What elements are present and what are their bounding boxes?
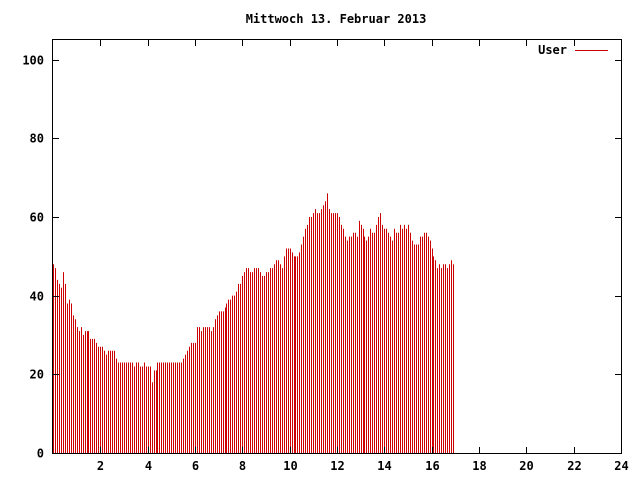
x-tick-label: 12 (330, 459, 344, 473)
y-tick-label: 100 (22, 54, 44, 68)
chart-title: Mittwoch 13. Februar 2013 (246, 12, 427, 26)
legend-label-user: User (538, 43, 567, 57)
x-tick-label: 16 (425, 459, 439, 473)
x-tick-label: 10 (283, 459, 297, 473)
plot-frame (52, 39, 622, 454)
x-tick-label: 18 (472, 459, 486, 473)
x-tick-label: 22 (567, 459, 581, 473)
y-tick-label: 60 (30, 211, 44, 225)
legend: User (538, 43, 608, 57)
x-tick-label: 4 (145, 459, 152, 473)
x-tick-label: 14 (377, 459, 391, 473)
y-tick-label: 40 (30, 290, 44, 304)
y-axis: 0 20 40 60 80 100 (22, 54, 621, 461)
x-tick-label: 2 (97, 459, 104, 473)
y-tick-label: 0 (37, 447, 44, 461)
x-tick-label: 24 (614, 459, 628, 473)
x-tick-label: 6 (192, 459, 199, 473)
y-tick-label: 20 (30, 368, 44, 382)
bar-series-user (53, 193, 454, 453)
y-tick-label: 80 (30, 132, 44, 146)
x-axis: 2 4 6 8 10 12 14 16 18 20 22 24 (97, 40, 629, 473)
x-tick-label: 8 (239, 459, 246, 473)
x-tick-label: 20 (519, 459, 533, 473)
